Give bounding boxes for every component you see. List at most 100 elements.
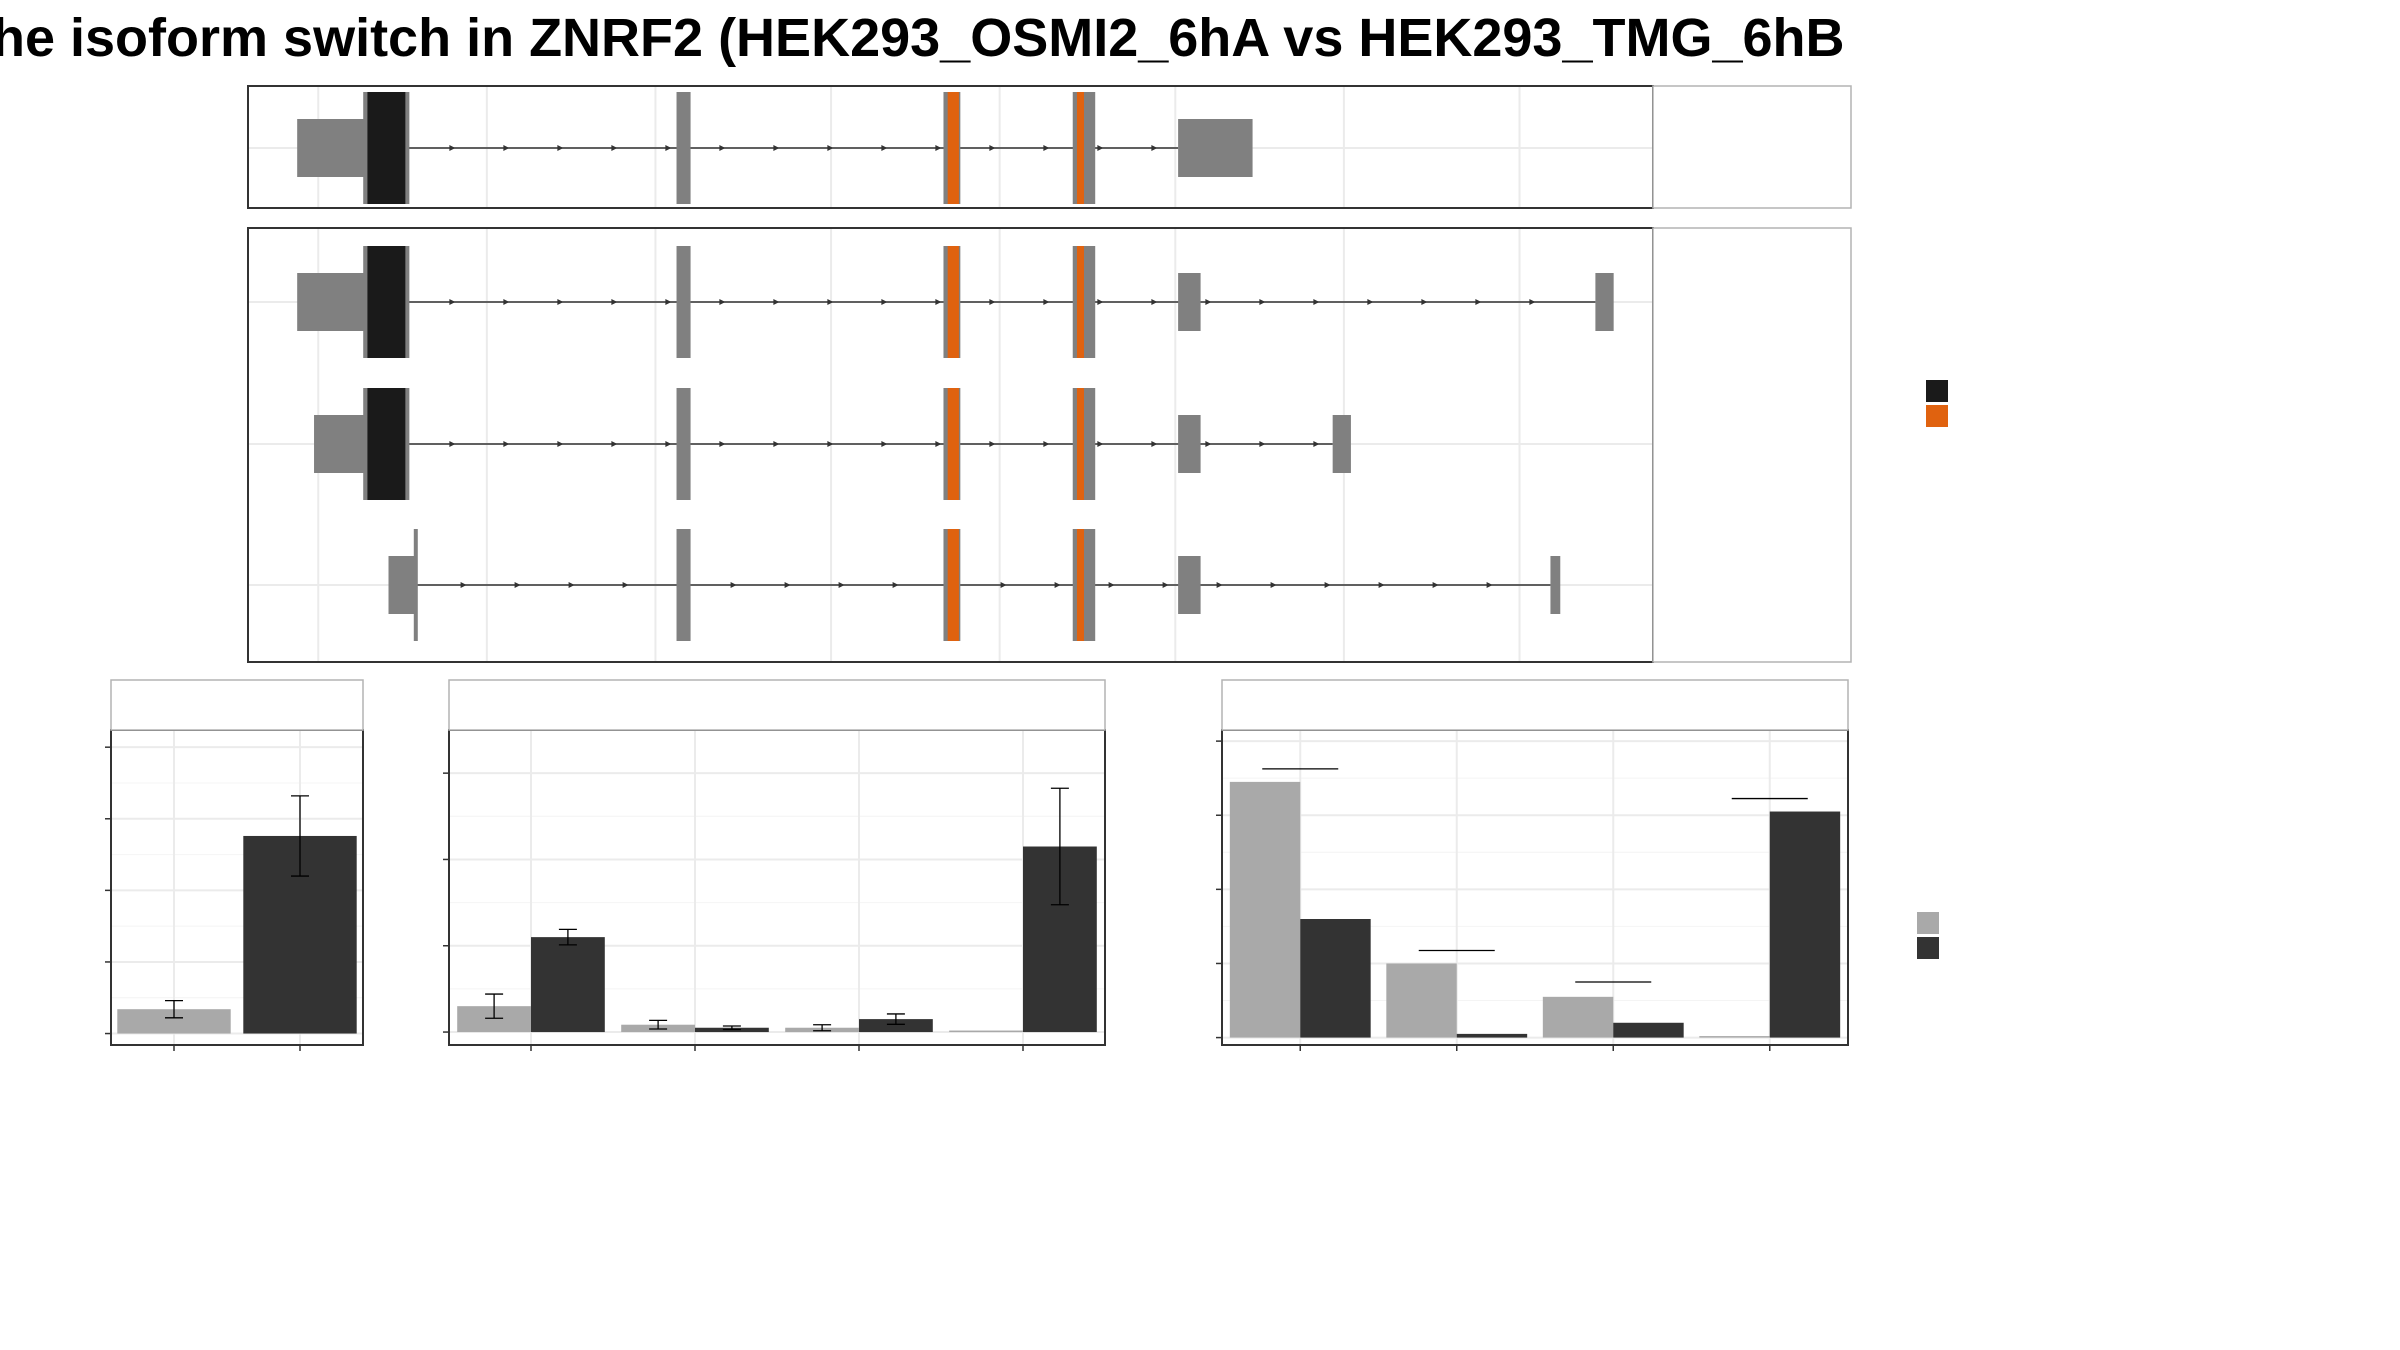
exon-4 [1178,556,1201,614]
condition-legend-key-0 [1917,912,1939,934]
intron-direction-arrow-19 [1486,582,1493,588]
error-bar [485,993,504,1019]
intron-direction-arrow-3 [622,582,629,588]
intron-direction-arrow-15 [1270,582,1277,588]
exon-4 [1178,119,1253,177]
bar-panel-0 [105,679,364,1051]
bar-HEK293_TMG_6hB-ENST00000323037 [531,937,605,1033]
domain-legend-key-1 [1926,405,1948,427]
intron-direction-arrow-6 [773,145,780,151]
intron-direction-arrow-18 [1421,299,1428,305]
intron-direction-arrow-1 [503,299,510,305]
condition-legend-key-1 [1917,937,1939,959]
bar-panel-2 [1216,679,1849,1051]
intron-direction-arrow-0 [449,441,456,447]
domain-legend-key-0 [1926,380,1948,402]
bar-HEK293_OSMI2_6hA-MSTRG.29661.1 [1386,963,1457,1038]
intron-direction-arrow-8 [881,441,888,447]
intron-direction-arrow-0 [449,299,456,305]
intron-direction-arrow-13 [1151,299,1158,305]
intron-direction-arrow-16 [1324,582,1331,588]
intron-direction-arrow-10 [1000,582,1007,588]
isoform-track-1 [297,246,1614,358]
error-bar [813,1024,832,1032]
intron-direction-arrow-6 [773,441,780,447]
exon-1 [676,529,691,641]
intron-direction-arrow-3 [611,145,618,151]
intron-direction-arrow-15 [1259,441,1266,447]
intron-direction-arrow-2 [557,145,564,151]
ring-domain [1076,92,1084,204]
intron-direction-arrow-12 [1097,441,1104,447]
intron-direction-arrow-11 [1054,582,1061,588]
intron-direction-arrow-11 [1043,299,1050,305]
ring-domain [1076,246,1084,358]
intron-direction-arrow-10 [989,441,996,447]
intron-direction-arrow-3 [611,441,618,447]
intron-direction-arrow-5 [719,299,726,305]
bar-HEK293_OSMI2_6hA-ENST00000323037 [1229,781,1301,1038]
bar-HEK293_TMG_6hB-MSTRG.29661.1 [1456,1033,1528,1038]
intron-direction-arrow-14 [1205,441,1212,447]
error-bar [165,999,183,1019]
idr-domain [367,246,406,358]
intron-direction-arrow-17 [1367,299,1374,305]
exon-0 [297,273,368,331]
intron-direction-arrow-0 [449,145,456,151]
intron-direction-arrow-5 [719,441,726,447]
intron-direction-arrow-13 [1151,145,1158,151]
intron-direction-arrow-3 [611,299,618,305]
intron-direction-arrow-7 [827,441,834,447]
exon-0 [314,415,368,473]
exon-4 [1178,273,1201,331]
intron-direction-arrow-5 [719,145,726,151]
error-bar [649,1019,668,1030]
exon-1 [676,92,691,204]
intron-direction-arrow-20 [1529,299,1536,305]
intron-direction-arrow-6 [773,299,780,305]
isoform-track-0 [297,92,1253,204]
bar-HEK293_OSMI2_6hA-MSTRG.29661.3 [1542,996,1614,1038]
bar-HEK293_OSMI2_6hA-MSTRG.29661.5 [1699,1036,1770,1038]
intron-direction-arrow-16 [1313,441,1320,447]
error-bar [722,1025,741,1031]
bar-HEK293_TMG_6hB-MSTRG.29661.3 [1613,1022,1684,1038]
intron-direction-arrow-14 [1205,299,1212,305]
error-bar [1050,787,1069,906]
intron-direction-arrow-12 [1097,145,1104,151]
intron-direction-arrow-4 [665,145,672,151]
idr-domain [367,388,406,500]
isoform-track-2 [314,388,1351,500]
bar-HEK293_TMG_6hB-MSTRG.29661.3 [859,1019,933,1033]
bar-HEK293_TMG_6hB-MSTRG.29661.5 [1769,811,1841,1038]
intron-direction-arrow-8 [881,145,888,151]
intron-direction-arrow-10 [989,145,996,151]
intron-direction-arrow-12 [1097,299,1104,305]
intron-direction-arrow-2 [568,582,575,588]
intron-direction-arrow-10 [989,299,996,305]
intron-direction-arrow-9 [935,441,942,447]
ring-domain [947,388,959,500]
exon-5 [1550,556,1561,614]
intron-direction-arrow-16 [1313,299,1320,305]
ring-domain [1076,388,1084,500]
intron-direction-arrow-14 [1216,582,1223,588]
error-bar [558,928,577,946]
exon-4 [1178,415,1201,473]
intron-direction-arrow-18 [1432,582,1439,588]
figure-title: he isoform switch in ZNRF2 (HEK293_OSMI2… [0,8,1845,68]
legends [1917,380,1948,959]
intron-direction-arrow-15 [1259,299,1266,305]
intron-direction-arrow-1 [503,145,510,151]
intron-direction-arrow-11 [1043,145,1050,151]
intron-direction-arrow-11 [1043,441,1050,447]
intron-direction-arrow-12 [1108,582,1115,588]
intron-direction-arrow-13 [1151,441,1158,447]
exon-1 [676,246,691,358]
intron-direction-arrow-8 [881,299,888,305]
exon-5 [1595,273,1614,331]
group-strip [1652,85,1852,209]
intron-direction-arrow-13 [1162,582,1169,588]
intron-direction-arrow-8 [892,582,899,588]
